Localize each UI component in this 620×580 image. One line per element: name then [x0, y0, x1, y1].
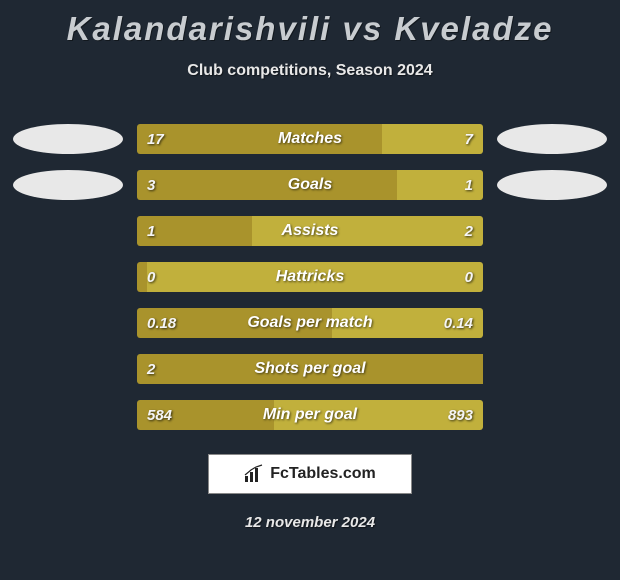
- stat-row: 2Shots per goal: [0, 354, 620, 384]
- stat-label: Goals per match: [137, 308, 483, 338]
- stat-bar: 2Shots per goal: [137, 354, 483, 384]
- stat-bar: 00Hattricks: [137, 262, 483, 292]
- stat-label: Assists: [137, 216, 483, 246]
- logo-text: FcTables.com: [270, 465, 376, 483]
- team-badge-left: [13, 170, 123, 200]
- page-title: Kalandarishvili vs Kveladze: [0, 10, 620, 48]
- stat-bar: 12Assists: [137, 216, 483, 246]
- stat-label: Goals: [137, 170, 483, 200]
- source-logo: FcTables.com: [208, 454, 412, 494]
- stat-row: 0.180.14Goals per match: [0, 308, 620, 338]
- stat-label: Shots per goal: [137, 354, 483, 384]
- stat-bar: 31Goals: [137, 170, 483, 200]
- stat-bar: 584893Min per goal: [137, 400, 483, 430]
- chart-icon: [244, 464, 264, 484]
- stat-row: 177Matches: [0, 124, 620, 154]
- team-badge-left: [13, 124, 123, 154]
- stat-row: 12Assists: [0, 216, 620, 246]
- comparison-container: Kalandarishvili vs Kveladze Club competi…: [0, 0, 620, 580]
- stat-label: Min per goal: [137, 400, 483, 430]
- team-badge-right: [497, 124, 607, 154]
- date-label: 12 november 2024: [0, 514, 620, 531]
- team-badge-right: [497, 170, 607, 200]
- stat-row: 31Goals: [0, 170, 620, 200]
- stat-label: Matches: [137, 124, 483, 154]
- stat-bar: 177Matches: [137, 124, 483, 154]
- subtitle: Club competitions, Season 2024: [0, 62, 620, 80]
- stat-bar: 0.180.14Goals per match: [137, 308, 483, 338]
- stat-row: 584893Min per goal: [0, 400, 620, 430]
- stat-row: 00Hattricks: [0, 262, 620, 292]
- stat-label: Hattricks: [137, 262, 483, 292]
- stats-rows: 177Matches 31Goals 12Assists 00Hattricks 0.1…: [0, 124, 620, 430]
